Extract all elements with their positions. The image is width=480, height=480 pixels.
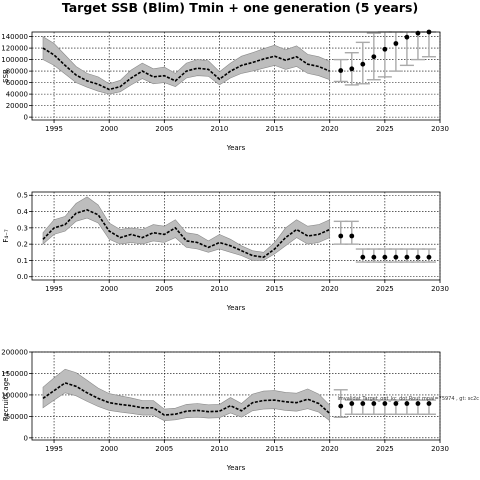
recruits-y-tick-label: 0 bbox=[24, 434, 28, 442]
recruits-projection-point bbox=[338, 403, 344, 409]
ssb-x-tick-label: 2030 bbox=[431, 125, 449, 133]
ssb-panel: 1995 2000 2005 2010 2015 2020 2025 2030 0 20000 40… bbox=[1, 29, 449, 152]
ssb-uncertainty-ribbon bbox=[42, 36, 331, 95]
f-x-tick-label: 2030 bbox=[431, 285, 449, 293]
ssb-y-axis-label: SSB bbox=[2, 69, 10, 83]
f-projection-point bbox=[349, 233, 355, 239]
f-y-tick-label: 0.4 bbox=[17, 208, 29, 216]
recruits-y-tick-label: 100000 bbox=[1, 391, 28, 399]
ssb-projection-point bbox=[382, 46, 388, 52]
f-x-tick-label: 2015 bbox=[266, 285, 284, 293]
recruits-projection-point bbox=[415, 401, 421, 406]
ssb-projection-point bbox=[338, 68, 344, 73]
f-y-tick-label: 0.2 bbox=[17, 241, 28, 249]
recruits-annotation: lmvalidat Target_out_kc_dot.Rout mpal=75… bbox=[337, 396, 479, 402]
ssb-x-tick-label: 2020 bbox=[321, 125, 339, 133]
recruits-x-tick-label: 2025 bbox=[376, 445, 394, 453]
recruits-projection-point bbox=[360, 401, 366, 406]
recruits-x-tick-label: 2015 bbox=[266, 445, 284, 453]
f-x-tick-label: 2020 bbox=[321, 285, 339, 293]
recruits-median-line bbox=[42, 382, 331, 416]
f-median-line bbox=[42, 209, 331, 259]
recruits-x-tick-label: 2020 bbox=[321, 445, 339, 453]
f-y-tick-label: 0.5 bbox=[17, 192, 28, 200]
ssb-y-tick-label: 40000 bbox=[6, 91, 28, 99]
ssb-y-tick-label: 80000 bbox=[6, 68, 28, 76]
f-panel: 1995 2000 2005 2010 2015 2020 2025 2030 0.0 0.1 0.… bbox=[2, 191, 449, 312]
recruits-projection-point bbox=[426, 401, 432, 406]
f-projection-point bbox=[393, 254, 399, 260]
recruits-y-tick-label: 200000 bbox=[1, 348, 28, 356]
recruits-projection-point bbox=[404, 401, 410, 406]
f-x-tick-label: 2005 bbox=[155, 285, 173, 293]
f-y-axis-label: F₄₋₇ bbox=[2, 229, 10, 243]
f-projection-point bbox=[360, 254, 366, 260]
ssb-y-tick-label: 60000 bbox=[6, 79, 28, 87]
ssb-projection-point bbox=[349, 66, 355, 72]
f-projection-point bbox=[371, 254, 377, 260]
f-projection-point bbox=[338, 233, 344, 239]
ssb-x-tick-label: 2025 bbox=[376, 125, 394, 133]
ssb-x-axis-label: Years bbox=[226, 144, 246, 152]
f-y-tick-label: 0.1 bbox=[17, 257, 28, 265]
f-x-tick-label: 2025 bbox=[376, 285, 394, 293]
recruits-x-tick-label: 2005 bbox=[155, 445, 173, 453]
recruits-x-tick-label: 2000 bbox=[100, 445, 118, 453]
recruits-plot-frame bbox=[31, 351, 441, 441]
f-projection-point bbox=[415, 254, 421, 260]
ssb-median-line bbox=[42, 47, 331, 91]
recruits-projection-point bbox=[371, 401, 377, 406]
ssb-y-tick-label: 140000 bbox=[1, 33, 28, 41]
ssb-plot-frame bbox=[31, 31, 441, 121]
recruits-uncertainty-ribbon bbox=[42, 368, 331, 422]
recruits-y-tick-label: 50000 bbox=[6, 413, 28, 421]
f-x-axis-label: Years bbox=[226, 304, 246, 312]
f-y-tick-label: 0.0 bbox=[17, 273, 28, 281]
ssb-projection-point bbox=[404, 34, 410, 40]
recruits-projection-point bbox=[382, 401, 388, 406]
ssb-projection-point bbox=[393, 41, 399, 46]
f-projection-point bbox=[426, 254, 432, 260]
figure-title: Target SSB (Blim) Tmin + one generation … bbox=[62, 0, 418, 15]
ssb-x-tick-label: 1995 bbox=[45, 125, 63, 133]
ssb-x-tick-label: 2015 bbox=[266, 125, 284, 133]
ssb-projection-point bbox=[360, 61, 366, 67]
f-y-tick-label: 0.3 bbox=[17, 224, 28, 232]
recruits-projection-point bbox=[393, 401, 399, 406]
recruits-projection-point bbox=[349, 401, 355, 406]
f-x-tick-label: 2010 bbox=[211, 285, 229, 293]
recruits-panel: 1995 2000 2005 2010 2015 2020 2025 2030 0 50000 10… bbox=[1, 348, 479, 472]
ssb-projection-point bbox=[371, 54, 377, 60]
f-uncertainty-ribbon bbox=[42, 196, 331, 261]
f-projection-point bbox=[404, 254, 410, 260]
f-plot-frame bbox=[31, 191, 441, 281]
ssb-x-tick-label: 2005 bbox=[155, 125, 173, 133]
recruits-x-tick-label: 2010 bbox=[211, 445, 229, 453]
f-projection-point bbox=[382, 254, 388, 260]
ssb-projection-point bbox=[415, 30, 421, 36]
recruits-x-axis-label: Years bbox=[226, 464, 246, 472]
ssb-x-tick-label: 2000 bbox=[100, 125, 118, 133]
recruits-y-axis-label: Recruits age 1 bbox=[2, 371, 10, 421]
recruits-x-tick-label: 2030 bbox=[431, 445, 449, 453]
f-x-tick-label: 1995 bbox=[45, 285, 63, 293]
recruits-y-tick-label: 150000 bbox=[1, 370, 28, 378]
recruits-x-tick-label: 1995 bbox=[45, 445, 63, 453]
ssb-y-tick-label: 20000 bbox=[6, 102, 28, 110]
ssb-y-tick-label: 100000 bbox=[1, 56, 28, 64]
ssb-x-tick-label: 2010 bbox=[211, 125, 229, 133]
f-x-tick-label: 2000 bbox=[100, 285, 118, 293]
ssb-y-tick-label: 0 bbox=[24, 114, 28, 122]
ssb-y-tick-label: 120000 bbox=[1, 45, 28, 53]
